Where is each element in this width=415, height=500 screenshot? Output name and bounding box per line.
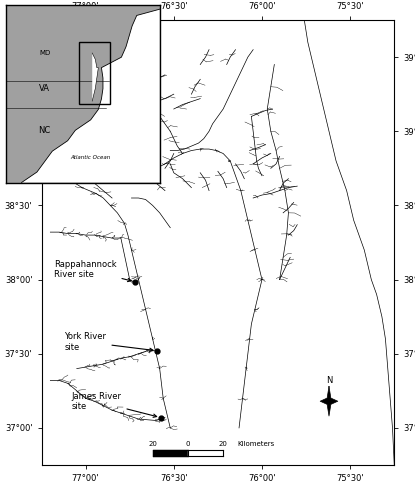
Text: 20: 20 [148, 441, 157, 447]
Text: 20: 20 [219, 441, 227, 447]
Text: 0: 0 [186, 441, 190, 447]
Text: MD: MD [39, 50, 50, 56]
Bar [79, 42, 110, 104]
Text: York River
site: York River site [64, 332, 153, 351]
Text: Kilometers: Kilometers [237, 441, 275, 447]
Text: N: N [326, 376, 332, 385]
Polygon shape [6, 9, 160, 182]
Text: Atlantic Ocean: Atlantic Ocean [71, 155, 111, 160]
Text: Rappahannock
River site: Rappahannock River site [54, 260, 131, 281]
Text: VA: VA [39, 84, 50, 93]
Polygon shape [92, 53, 98, 101]
Text: NC: NC [39, 126, 51, 135]
Text: James River
site: James River site [71, 392, 156, 417]
Polygon shape [320, 386, 338, 416]
